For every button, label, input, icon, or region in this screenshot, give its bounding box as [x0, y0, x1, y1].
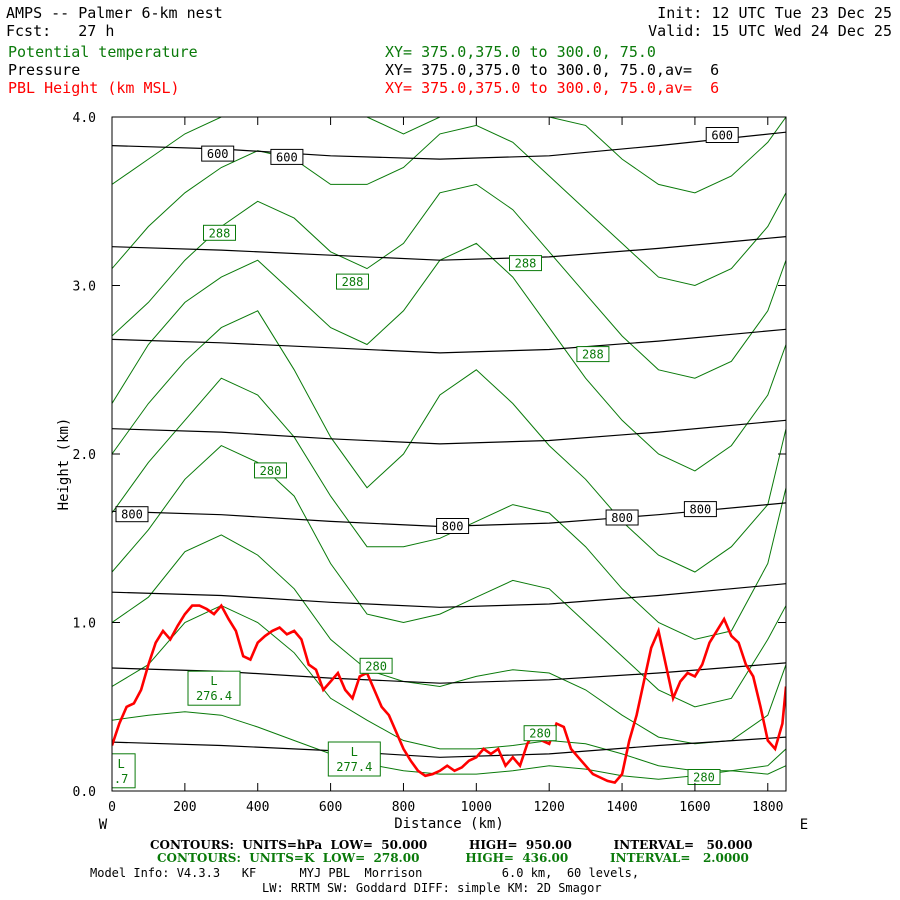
- theta-label-5: 280: [365, 659, 387, 673]
- extremum-0-box: [187, 670, 241, 706]
- theta-contour-8: [112, 124, 786, 287]
- footer-theta-contours: CONTOURS: UNITS=K LOW= 278.00 HIGH= 436.…: [157, 851, 749, 865]
- pressure-label-5: 800: [611, 511, 633, 525]
- y-tick-label-0: 0.0: [73, 785, 96, 800]
- field-pbl-name: PBL Height (km MSL): [8, 79, 180, 97]
- y-tick-label-4: 4.0: [73, 111, 96, 126]
- pressure-contour-950: [112, 736, 786, 758]
- theta-label-6-box: [523, 725, 557, 742]
- footer-model-info: Model Info: V4.3.3 KF MYJ PBL Morrison 6…: [90, 866, 640, 880]
- theta-label-2-box: [509, 255, 542, 272]
- pressure-label-3: 800: [121, 508, 143, 522]
- forecast-hour: Fcst: 27 h: [6, 22, 115, 40]
- field-pressure-xy: XY= 375.0,375.0 to 300.0, 75.0,av= 6: [385, 61, 720, 79]
- theta-label-6: 280: [529, 727, 551, 741]
- pressure-contour-650: [112, 236, 786, 261]
- x-tick-label-2: 400: [246, 800, 269, 815]
- theta-label-7-box: [687, 769, 721, 785]
- cross-section-chart: 288 288 288 288 280 280 280 280 600 600 600 800 800 8…: [56, 111, 808, 833]
- valid-time: Valid: 15 UTC Wed 24 Dec 25: [648, 22, 892, 40]
- pressure-label-5-box: [605, 509, 639, 526]
- theta-contour-5: [112, 310, 786, 573]
- pressure-label-4: 800: [442, 520, 464, 534]
- pressure-label-1-box: [270, 148, 304, 165]
- x-axis-label: Distance (km): [394, 816, 504, 832]
- pbl-height-line: [112, 603, 786, 785]
- theta-label-3-box: [576, 346, 610, 363]
- pressure-contour-850: [112, 583, 786, 608]
- theta-label-5-box: [359, 657, 393, 674]
- extremum-0-letter: L: [210, 674, 217, 688]
- y-tick-label-3: 3.0: [73, 280, 96, 295]
- theta-label-1: 288: [342, 275, 364, 289]
- footer-pressure-contours: CONTOURS: UNITS=hPa LOW= 50.000 HIGH= 95…: [150, 838, 753, 852]
- extremum-0-value: 276.4: [196, 689, 232, 703]
- chart-title: AMPS -- Palmer 6-km nest: [6, 4, 223, 22]
- theta-contour-9: [112, 117, 786, 194]
- extremum-2-value: .7: [114, 772, 128, 786]
- pressure-label-2-box: [705, 127, 739, 143]
- pressure-label-1: 600: [276, 150, 298, 164]
- y-tick-label-2: 2.0: [73, 448, 96, 463]
- x-tick-label-3: 600: [319, 800, 342, 815]
- x-tick-label-8: 1600: [679, 800, 710, 815]
- extremum-1-box: [327, 741, 381, 777]
- theta-contour-3: [112, 445, 786, 708]
- extremum-1-letter: L: [351, 745, 358, 759]
- y-axis-label: Height (km): [56, 418, 72, 511]
- x-tick-label-0: 0: [108, 800, 116, 815]
- field-pbl-xy: XY= 375.0,375.0 to 300.0, 75.0,av= 6: [385, 79, 720, 97]
- y-tick-label-1: 1.0: [73, 617, 96, 632]
- x-tick-label-7: 1400: [606, 800, 637, 815]
- theta-label-7: 280: [693, 771, 715, 785]
- field-pressure-name: Pressure: [8, 61, 81, 79]
- west-label: W: [99, 817, 108, 833]
- footer-physics-info: LW: RRTM SW: Goddard DIFF: simple KM: 2D…: [262, 881, 602, 895]
- x-tick-label-5: 1000: [461, 800, 492, 815]
- theta-contour-6: [112, 242, 786, 472]
- theta-label-4: 280: [260, 464, 282, 478]
- theta-contour-7: [112, 183, 786, 379]
- x-tick-label-9: 1800: [752, 800, 783, 815]
- theta-label-2: 288: [515, 257, 537, 271]
- x-tick-label-6: 1200: [534, 800, 565, 815]
- init-time: Init: 12 UTC Tue 23 Dec 25: [657, 4, 892, 22]
- extremum-2-letter: L: [117, 757, 124, 771]
- extremum-2-box: [112, 753, 136, 789]
- x-tick-label-1: 200: [173, 800, 196, 815]
- pressure-label-6: 800: [690, 503, 712, 517]
- field-theta-xy: XY= 375.0,375.0 to 300.0, 75.0: [385, 43, 656, 61]
- theta-label-1-box: [336, 273, 369, 290]
- pressure-label-2: 600: [711, 129, 733, 143]
- theta-contour-2: [112, 534, 786, 745]
- pressure-contour-700: [112, 328, 786, 354]
- pressure-label-6-box: [683, 501, 717, 518]
- east-label: E: [800, 817, 808, 833]
- field-theta-name: Potential temperature: [8, 43, 198, 61]
- theta-label-3: 288: [582, 348, 604, 362]
- theta-label-0: 288: [209, 226, 231, 240]
- x-tick-label-4: 800: [392, 800, 415, 815]
- pressure-label-4-box: [436, 518, 470, 534]
- pressure-label-3-box: [115, 506, 149, 523]
- pressure-label-0: 600: [207, 147, 229, 161]
- pressure-contour-750: [112, 419, 786, 445]
- pressure-label-0-box: [201, 145, 235, 162]
- extremum-1-value: 277.4: [336, 760, 372, 774]
- theta-label-0-box: [203, 224, 236, 241]
- theta-label-4-box: [254, 462, 287, 479]
